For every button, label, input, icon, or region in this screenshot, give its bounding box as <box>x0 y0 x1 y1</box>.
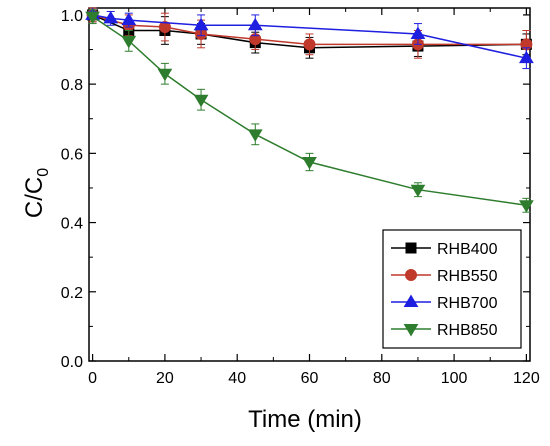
data-point-rhb850 <box>121 35 137 49</box>
series-line-rhb550 <box>92 14 527 46</box>
data-point-rhb850 <box>302 157 317 170</box>
x-tick-label: 40 <box>228 370 246 387</box>
x-tick-label: 120 <box>513 370 540 387</box>
legend-label: RHB400 <box>437 241 498 258</box>
data-point-rhb850 <box>519 200 534 213</box>
legend-item-rhb400: RHB400 <box>391 241 498 258</box>
legend-item-rhb850: RHB850 <box>391 322 498 339</box>
y-axis-title-main: C/C <box>21 177 48 218</box>
data-point-rhb700 <box>103 10 119 24</box>
legend-label: RHB700 <box>437 295 498 312</box>
legend-marker <box>405 242 417 254</box>
series-line-rhb400 <box>92 14 527 49</box>
series-rhb550 <box>86 7 533 59</box>
x-tick-label: 80 <box>373 370 391 387</box>
legend-item-rhb700: RHB700 <box>391 294 498 312</box>
y-tick-label: 0.0 <box>61 354 83 371</box>
series-layer <box>85 7 534 213</box>
legend-label: RHB550 <box>437 268 498 285</box>
y-tick-label: 1.0 <box>61 8 83 25</box>
y-tick-label: 0.6 <box>61 146 83 163</box>
data-point-rhb850 <box>193 94 209 108</box>
legend-marker <box>405 269 417 281</box>
series-rhb850 <box>85 9 534 213</box>
axis-ticks: 0 20 40 60 80 100 120 0.0 0.2 0.4 0.6 0.8 1.0 <box>61 8 540 387</box>
y-axis-title: C/C0 <box>21 168 52 218</box>
data-point-rhb700 <box>519 50 534 64</box>
y-tick-label: 0.8 <box>61 77 83 94</box>
legend: RHB400 RHB550 RHB700 RHB850 <box>382 229 522 349</box>
x-axis-title: Time (min) <box>248 406 362 433</box>
data-point-rhb850 <box>247 129 263 142</box>
x-tick-label: 0 <box>88 370 97 387</box>
data-point-rhb550 <box>158 21 171 34</box>
series-line-rhb850 <box>92 16 527 207</box>
data-point-rhb700 <box>193 17 209 31</box>
legend-label: RHB850 <box>437 322 498 339</box>
series-rhb700 <box>85 7 534 70</box>
legend-marker <box>403 294 419 307</box>
x-tick-label: 20 <box>156 370 174 387</box>
data-point-rhb850 <box>157 68 173 82</box>
x-tick-label: 100 <box>441 370 468 387</box>
legend-item-rhb550: RHB550 <box>391 268 498 285</box>
data-point-rhb700 <box>410 26 426 39</box>
data-point-rhb850 <box>410 184 426 198</box>
y-axis-title-subscript: 0 <box>35 168 52 177</box>
data-point-rhb700 <box>121 12 137 26</box>
y-tick-label: 0.2 <box>61 285 83 302</box>
data-point-rhb700 <box>247 17 263 31</box>
data-point-rhb850 <box>85 11 100 25</box>
legend-marker <box>403 324 419 337</box>
x-tick-label: 60 <box>301 370 319 387</box>
data-point-rhb550 <box>303 38 316 51</box>
y-tick-label: 0.4 <box>61 216 83 233</box>
